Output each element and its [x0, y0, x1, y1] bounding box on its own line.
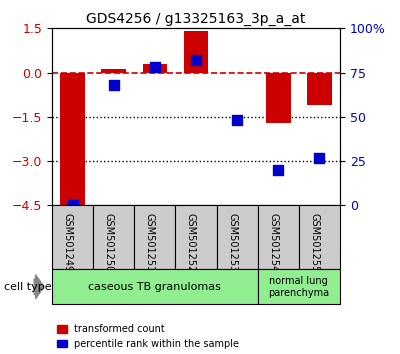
- Bar: [258, 205, 299, 269]
- Bar: [52, 269, 258, 304]
- Bar: [101, 69, 126, 73]
- Bar: [216, 205, 258, 269]
- Point: [110, 82, 117, 88]
- Bar: [52, 205, 93, 269]
- Text: cell type: cell type: [4, 282, 52, 292]
- Bar: [266, 73, 291, 123]
- Bar: [184, 31, 208, 73]
- Point: [316, 155, 323, 160]
- Title: GDS4256 / g13325163_3p_a_at: GDS4256 / g13325163_3p_a_at: [86, 12, 306, 26]
- Text: GSM501253: GSM501253: [227, 213, 237, 272]
- Bar: [307, 73, 332, 105]
- Bar: [176, 205, 216, 269]
- Text: GSM501249: GSM501249: [62, 213, 72, 272]
- Text: normal lung
parenchyma: normal lung parenchyma: [268, 276, 330, 298]
- Point: [193, 57, 199, 63]
- Point: [275, 167, 282, 173]
- Bar: [60, 73, 85, 205]
- Text: GSM501254: GSM501254: [268, 213, 278, 272]
- FancyArrow shape: [34, 275, 44, 299]
- Bar: [258, 269, 340, 304]
- Text: GSM501250: GSM501250: [104, 213, 114, 272]
- Bar: [93, 205, 134, 269]
- Legend: transformed count, percentile rank within the sample: transformed count, percentile rank withi…: [57, 324, 239, 349]
- Bar: [134, 205, 176, 269]
- Text: caseous TB granulomas: caseous TB granulomas: [88, 282, 221, 292]
- Bar: [299, 205, 340, 269]
- Point: [234, 118, 240, 123]
- Text: GSM501255: GSM501255: [310, 213, 320, 272]
- Point: [69, 202, 76, 208]
- Point: [152, 64, 158, 70]
- Text: GSM501252: GSM501252: [186, 213, 196, 272]
- Text: GSM501251: GSM501251: [145, 213, 155, 272]
- Bar: [142, 64, 167, 73]
